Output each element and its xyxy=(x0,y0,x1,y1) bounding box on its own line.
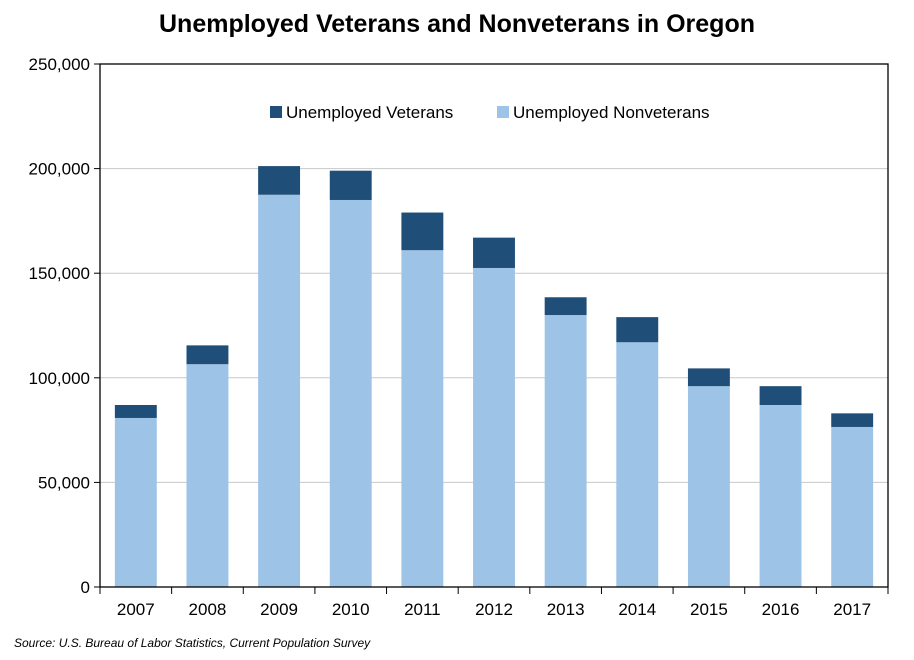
x-tick-label: 2016 xyxy=(762,600,800,619)
bar-unemployed-nonveterans-2010 xyxy=(329,199,372,588)
bars xyxy=(114,166,874,588)
chart-source: Source: U.S. Bureau of Labor Statistics,… xyxy=(14,636,371,650)
x-tick-label: 2012 xyxy=(475,600,513,619)
y-tick-label: 0 xyxy=(81,578,90,597)
bar-unemployed-nonveterans-2013 xyxy=(544,315,587,587)
bar-unemployed-nonveterans-2015 xyxy=(687,386,730,587)
legend-label-unemployed-veterans: Unemployed Veterans xyxy=(286,103,453,122)
bar-unemployed-veterans-2014 xyxy=(616,317,659,343)
legend-swatch-unemployed-nonveterans xyxy=(497,106,509,118)
y-tick-label: 250,000 xyxy=(29,55,90,74)
bar-unemployed-nonveterans-2011 xyxy=(401,250,444,588)
y-tick-label: 150,000 xyxy=(29,264,90,283)
bar-unemployed-nonveterans-2007 xyxy=(114,417,157,587)
x-tick-label: 2011 xyxy=(404,600,441,619)
x-tick-label: 2017 xyxy=(833,600,871,619)
x-tick-label: 2014 xyxy=(618,600,656,619)
x-tick-label: 2010 xyxy=(332,600,370,619)
legend: Unemployed Veterans Unemployed Nonveteran… xyxy=(270,103,710,122)
bar-unemployed-veterans-2011 xyxy=(401,212,444,251)
bar-unemployed-nonveterans-2014 xyxy=(616,342,659,587)
x-tick-label: 2007 xyxy=(117,600,155,619)
y-tick-label: 200,000 xyxy=(29,160,90,179)
bar-unemployed-veterans-2007 xyxy=(114,404,157,418)
plot-frame xyxy=(99,63,889,588)
bar-unemployed-veterans-2010 xyxy=(329,170,372,200)
legend-label-unemployed-nonveterans: Unemployed Nonveterans xyxy=(513,103,710,122)
bar-unemployed-nonveterans-2009 xyxy=(258,194,301,587)
bar-unemployed-nonveterans-2017 xyxy=(831,426,874,587)
bar-unemployed-veterans-2008 xyxy=(186,345,229,365)
x-tick-label: 2015 xyxy=(690,600,728,619)
y-tick-label: 100,000 xyxy=(29,369,90,388)
y-tick-label: 50,000 xyxy=(38,473,90,492)
x-tick-label: 2008 xyxy=(189,600,227,619)
x-tick-label: 2013 xyxy=(547,600,585,619)
axes: 0 50,000 100,000 150,000 200,000 250,000 2007 2… xyxy=(29,55,889,619)
bar-unemployed-veterans-2012 xyxy=(473,237,515,268)
bar-unemployed-nonveterans-2012 xyxy=(473,267,515,587)
legend-swatch-unemployed-veterans xyxy=(270,106,282,118)
x-tick-label: 2009 xyxy=(260,600,298,619)
bar-unemployed-veterans-2016 xyxy=(759,386,802,405)
bar-unemployed-veterans-2013 xyxy=(544,297,587,316)
bar-unemployed-veterans-2017 xyxy=(831,413,874,427)
bar-unemployed-nonveterans-2008 xyxy=(186,364,229,587)
bar-unemployed-nonveterans-2016 xyxy=(759,404,802,587)
chart-title: Unemployed Veterans and Nonveterans in O… xyxy=(159,10,755,38)
bar-unemployed-veterans-2009 xyxy=(258,166,301,195)
bar-unemployed-veterans-2015 xyxy=(687,368,730,387)
